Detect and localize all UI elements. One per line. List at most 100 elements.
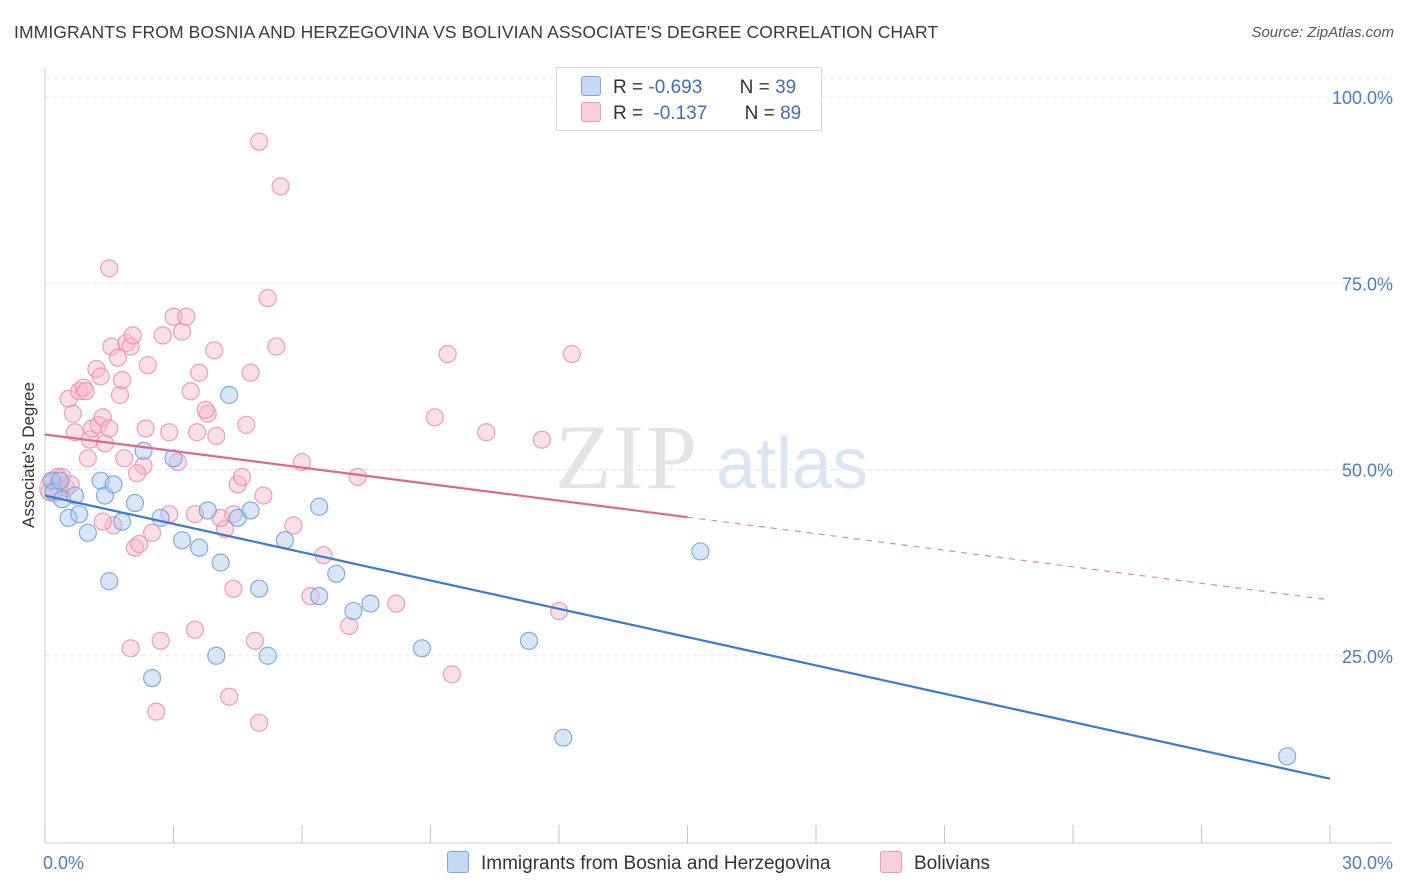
data-point (134, 456, 153, 475)
legend-swatch-blue (581, 76, 601, 96)
data-point (147, 702, 166, 721)
bottom-swatch-blue (447, 851, 469, 873)
watermark-atlas: atlas (716, 424, 868, 504)
data-point (93, 512, 112, 531)
data-point (211, 553, 230, 572)
trend-line-bolivians (44, 433, 688, 519)
watermark-zip: ZIP (555, 406, 699, 508)
data-point (151, 631, 170, 650)
data-point (241, 363, 260, 382)
data-point (65, 486, 85, 505)
y-tick-label: 50.0% (1342, 461, 1393, 481)
data-point (181, 382, 200, 401)
data-point (78, 523, 97, 542)
data-point (164, 307, 183, 326)
data-point (198, 501, 217, 520)
data-point (340, 616, 359, 636)
data-point (442, 665, 462, 684)
data-point (205, 341, 224, 360)
data-point (224, 579, 243, 598)
data-point (532, 430, 551, 449)
n-label: N = (739, 77, 770, 98)
series-bolivians (38, 132, 581, 732)
data-point (121, 639, 140, 658)
stats-legend: R = -0.693 N = 39 R = -0.137 N = 89 (556, 67, 822, 131)
data-point (172, 531, 192, 550)
data-point (412, 639, 432, 658)
trend-lines (44, 433, 1331, 780)
data-point (65, 423, 85, 442)
data-point (93, 408, 112, 427)
data-point (100, 572, 119, 591)
data-point (245, 631, 264, 650)
data-point (190, 363, 209, 382)
data-point (258, 646, 277, 665)
r-value-pink: -0.137 (653, 103, 708, 124)
data-point (100, 419, 119, 438)
data-point (123, 326, 142, 345)
data-point (284, 516, 303, 535)
data-point (138, 356, 157, 375)
data-point (151, 508, 170, 528)
data-point (250, 132, 269, 151)
tick-labels: 100.0% 75.0% 50.0% 25.0% 0.0% 30.0% (43, 88, 1393, 873)
data-point (196, 400, 215, 419)
data-point (237, 415, 256, 434)
data-point (190, 538, 209, 557)
data-point (104, 475, 123, 494)
data-point (425, 408, 444, 427)
data-point (76, 382, 95, 401)
data-point (108, 348, 127, 367)
data-point (115, 449, 134, 468)
data-point (250, 713, 269, 732)
trend-line-bosnia (44, 494, 1331, 780)
r-label: R = (613, 103, 644, 124)
data-point (241, 501, 260, 520)
data-point (254, 486, 273, 505)
data-point (172, 322, 192, 341)
data-point (134, 441, 153, 460)
bottom-legend-pink-label: Bolivians (914, 853, 991, 874)
legend-row-blue: R = -0.693 N = 39 (581, 76, 796, 100)
data-point (91, 367, 110, 386)
data-point (153, 326, 172, 345)
data-point (348, 467, 367, 487)
data-point (387, 594, 406, 613)
data-point (112, 371, 132, 390)
watermark: ZIP atlas (555, 406, 868, 508)
data-point (258, 289, 277, 308)
bottom-legend-blue: Immigrants from Bosnia and Herzegovina (447, 851, 831, 875)
source-label: Source: ZipAtlas.com (1251, 24, 1394, 41)
data-point (1278, 747, 1297, 766)
y-tick-label: 100.0% (1332, 88, 1393, 108)
data-point (177, 307, 196, 326)
data-point (327, 564, 346, 583)
data-point (344, 601, 363, 621)
data-point (110, 385, 130, 405)
data-point (562, 344, 581, 364)
data-point (125, 493, 145, 513)
series-bosnia (42, 385, 1297, 766)
data-point (554, 728, 573, 747)
data-point (102, 337, 121, 356)
r-value-blue: -0.693 (648, 77, 703, 98)
data-point (59, 389, 78, 408)
data-point (519, 631, 539, 650)
chart-title: IMMIGRANTS FROM BOSNIA AND HERZEGOVINA V… (14, 22, 939, 42)
data-point (691, 542, 710, 561)
n-label: N = (744, 103, 775, 124)
y-tick-label: 25.0% (1342, 647, 1393, 667)
data-point (127, 464, 147, 483)
data-point (220, 687, 239, 706)
data-point (59, 508, 78, 528)
data-point (310, 497, 329, 516)
data-point (130, 534, 149, 554)
data-point (310, 587, 329, 606)
data-point (63, 404, 82, 423)
bottom-legend-blue-label: Immigrants from Bosnia and Herzegovina (481, 853, 831, 874)
data-point (207, 426, 226, 446)
legend-swatch-pink (581, 102, 601, 122)
data-point (250, 579, 269, 598)
bottom-legend-pink: Bolivians (880, 851, 990, 875)
